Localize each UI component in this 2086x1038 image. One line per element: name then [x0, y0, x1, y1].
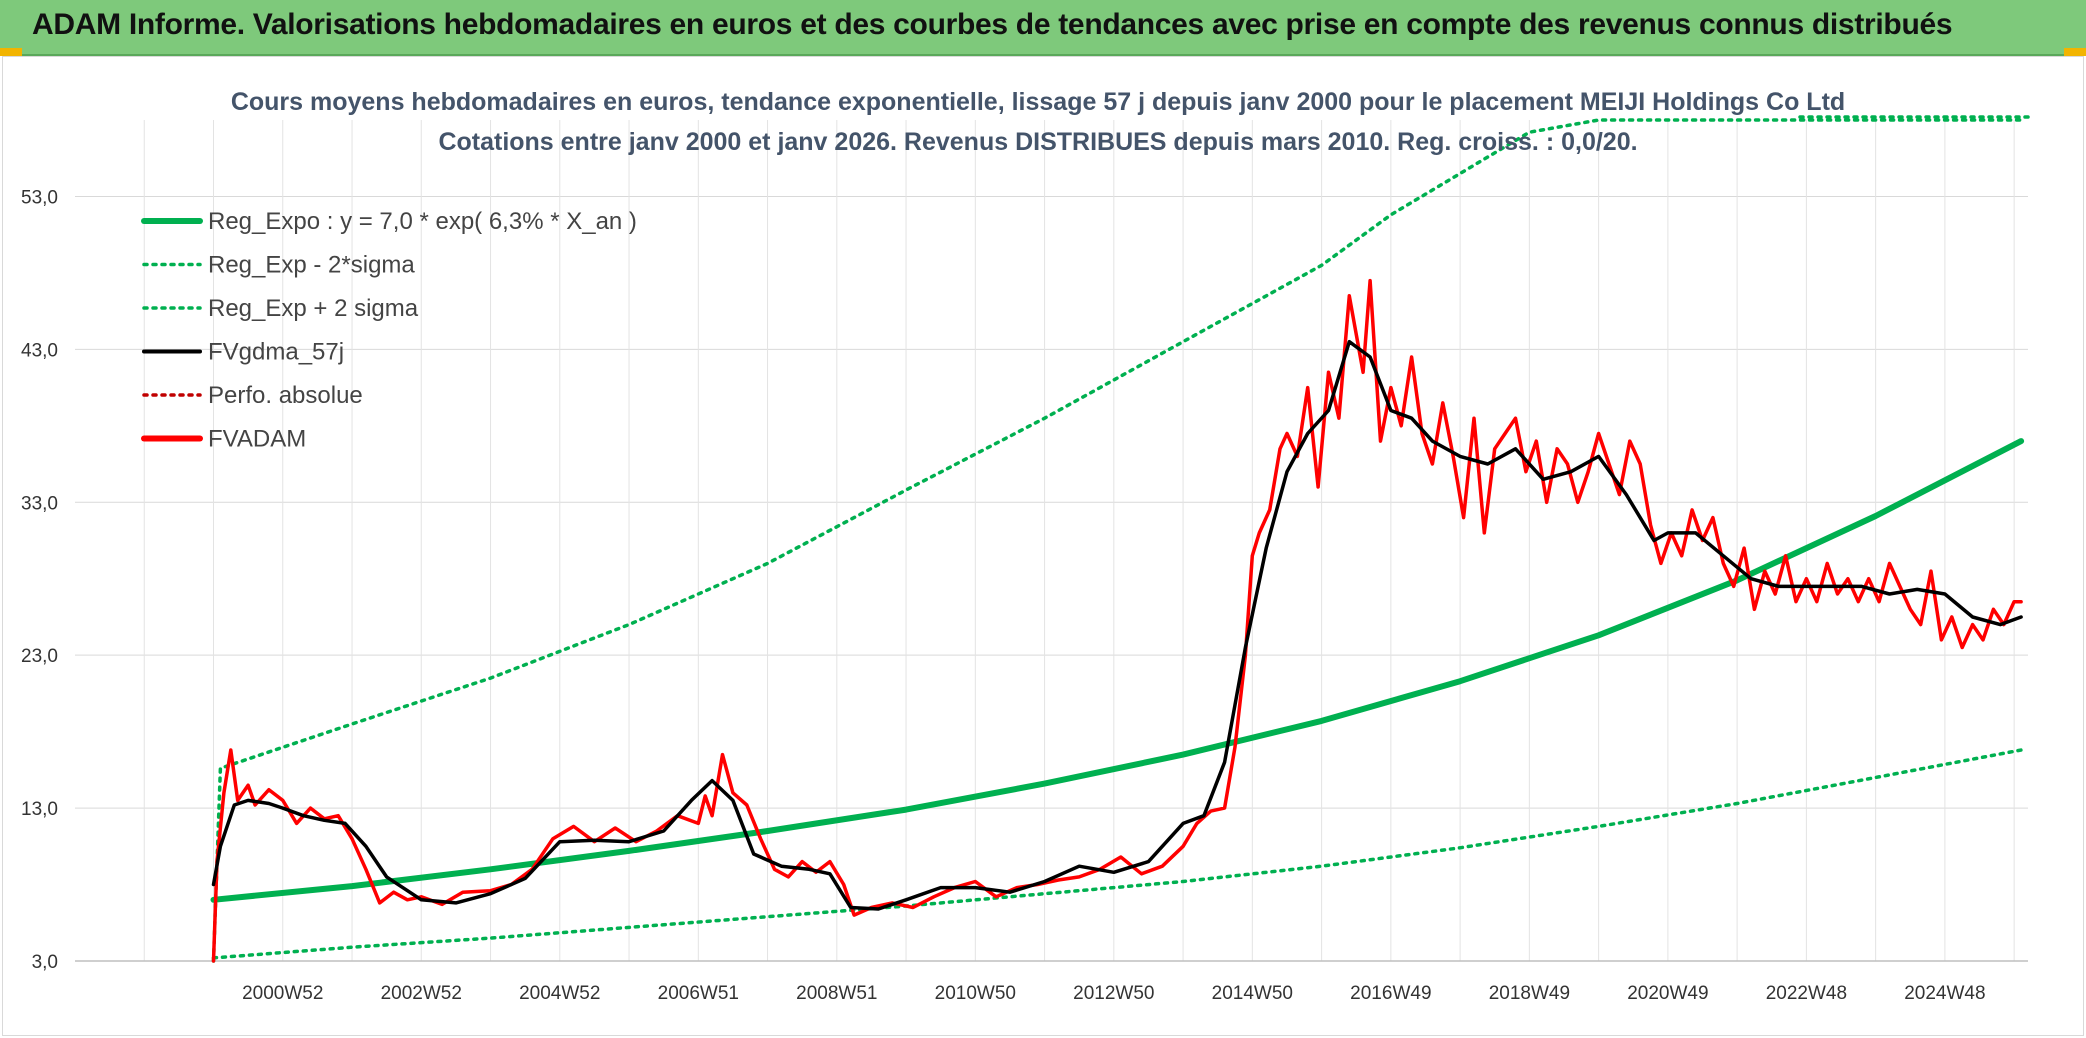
y-tick-label: 3,0: [32, 952, 58, 973]
y-tick-label: 53,0: [21, 187, 58, 208]
legend-label-reg_hi: Reg_Exp + 2 sigma: [208, 295, 419, 322]
series-line-reg: [210, 438, 2025, 903]
chart-subtitle: Cotations entre janv 2000 et janv 2026. …: [438, 128, 1637, 156]
gridlines: [75, 120, 2028, 962]
legend-label-perfo: Perfo. absolue: [208, 382, 363, 409]
series-lines: [210, 115, 2030, 963]
legend-label-reg_lo: Reg_Exp - 2*sigma: [208, 252, 415, 279]
legend: Reg_Expo : y = 7,0 * exp( 6,3% * X_an ) R…: [141, 208, 637, 453]
x-tick-label: 2000W52: [242, 983, 323, 1004]
banner-corner-right: [2064, 48, 2086, 56]
x-tick-label: 2004W52: [519, 983, 600, 1004]
x-tick-label: 2010W50: [935, 983, 1016, 1004]
series-line-reg_hi: [211, 118, 2023, 963]
x-tick-label: 2014W50: [1212, 983, 1293, 1004]
y-tick-label: 43,0: [21, 340, 58, 361]
x-tick-label: 2002W52: [381, 983, 462, 1004]
report-title: ADAM Informe. Valorisations hebdomadaire…: [32, 8, 1953, 41]
legend-label-adam: FVADAM: [208, 426, 306, 453]
chart-title: Cours moyens hebdomadaires en euros, ten…: [231, 88, 1845, 116]
x-tick-label: 2012W50: [1073, 983, 1154, 1004]
x-tick-label: 2018W49: [1489, 983, 1570, 1004]
x-tick-label: 2022W48: [1766, 983, 1847, 1004]
x-tick-label: 2024W48: [1904, 983, 1985, 1004]
x-tick-label: 2020W49: [1627, 983, 1708, 1004]
axis-ticks: 53,0 43,0 33,0 23,0 13,0 3,0 2000W52 2002W52 200…: [21, 187, 1986, 1004]
series-line-adam: [211, 278, 2023, 963]
y-tick-label: 13,0: [21, 799, 58, 820]
legend-label-reg: Reg_Expo : y = 7,0 * exp( 6,3% * X_an ): [208, 208, 637, 235]
x-tick-label: 2006W51: [658, 983, 739, 1004]
y-tick-label: 33,0: [21, 493, 58, 514]
y-tick-label: 23,0: [21, 646, 58, 667]
series-line-reg_lo: [211, 748, 2023, 960]
legend-label-fv: FVgdma_57j: [208, 339, 344, 366]
series-line-fv: [211, 339, 2023, 911]
banner-corner-left: [0, 48, 22, 56]
x-tick-label: 2008W51: [796, 983, 877, 1004]
report-banner: ADAM Informe. Valorisations hebdomadaire…: [0, 0, 2086, 56]
chart-frame: [2, 56, 2084, 1036]
x-tick-label: 2016W49: [1350, 983, 1431, 1004]
